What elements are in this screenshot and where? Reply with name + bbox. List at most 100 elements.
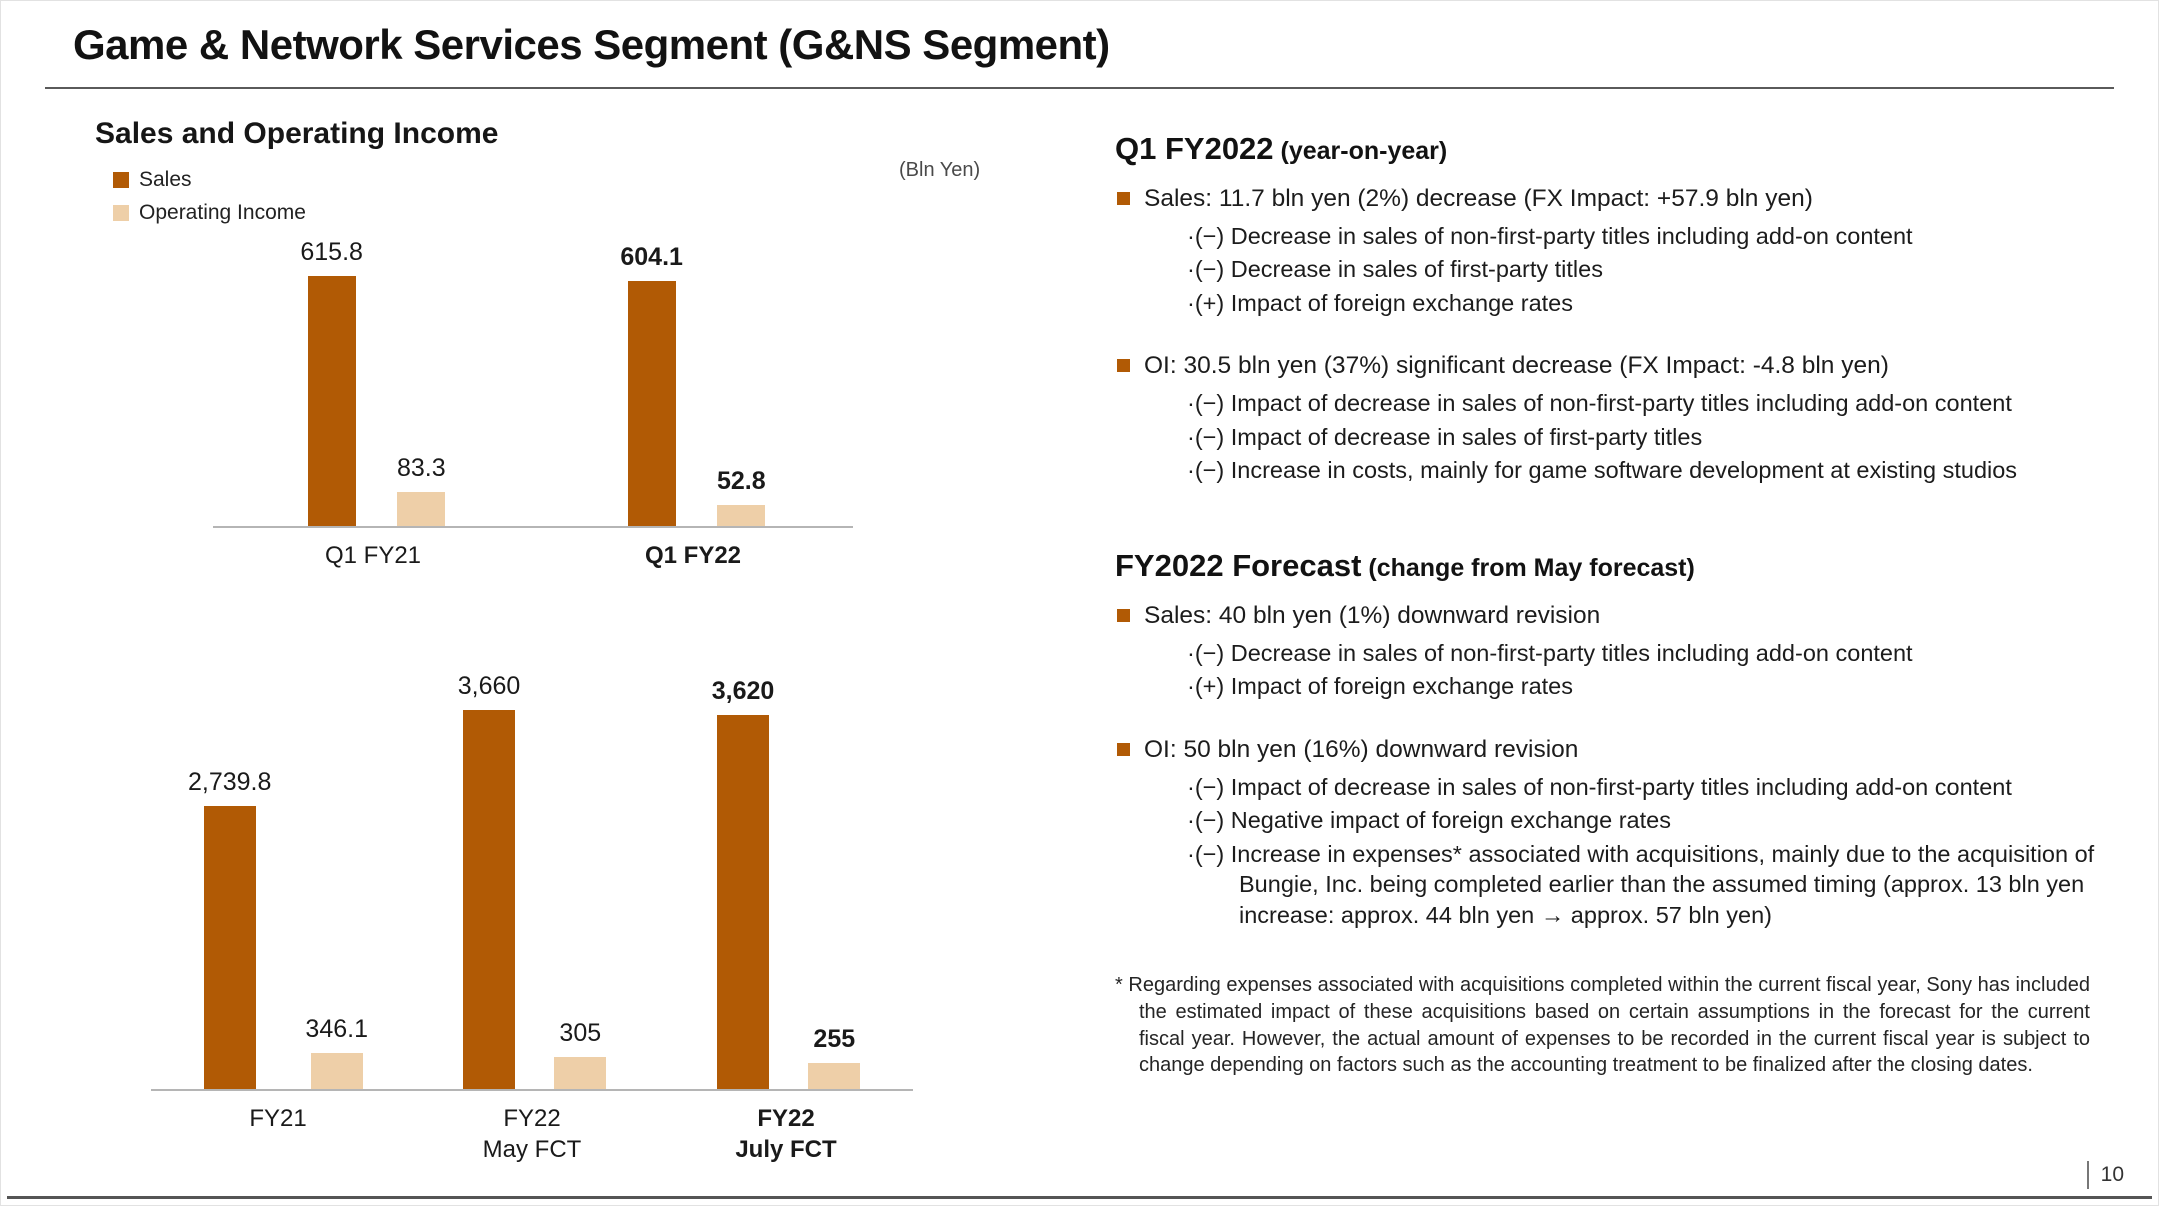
bar-sales [463, 710, 515, 1089]
bar-group: 615.8 83.3 [213, 238, 533, 526]
bar-operating-income [717, 505, 766, 526]
bar-with-label: 255 [808, 1025, 861, 1089]
sub-bullet: ·(−) Impact of decrease in sales of non-… [1187, 390, 2012, 417]
bullet-item: Sales: 40 bln yen (1%) downward revision [1115, 600, 2107, 632]
bar-value-label: 2,739.8 [188, 768, 272, 796]
annual-bar-chart: 2,739.8 346.1 3,660 305 3,620 255 FY21 FY22 Ma… [151, 636, 913, 1165]
bar-value-label: 346.1 [305, 1015, 368, 1043]
bar-value-label: 615.8 [300, 238, 363, 266]
category-label: Q1 FY22 [644, 542, 742, 569]
bar-with-label: 83.3 [397, 454, 446, 526]
section-title: FY2022 Forecast (change from May forecas… [1115, 548, 2107, 584]
section-title-text: FY2022 Forecast [1115, 547, 1362, 583]
bar-with-label: 346.1 [305, 1015, 368, 1089]
bar-operating-income [397, 492, 446, 526]
bullet-group: OI: 50 bln yen (16%) downward revision ·(… [1115, 734, 2107, 931]
operating-income-swatch-icon [113, 205, 129, 221]
bullet-square-icon [1117, 608, 1130, 622]
section-title: Q1 FY2022 (year-on-year) [1115, 131, 2107, 167]
bullet-text: OI: 30.5 bln yen (37%) significant decre… [1144, 352, 1889, 380]
analysis-sections: Q1 FY2022 (year-on-year) Sales: 11.7 bln … [1115, 131, 2107, 930]
category-label: FY21 [249, 1105, 307, 1132]
bar-value-label: 255 [813, 1025, 856, 1053]
bullet-group: Sales: 40 bln yen (1%) downward revision… [1115, 600, 2107, 702]
sub-bullet: ·(−) Decrease in sales of first-party ti… [1187, 256, 1603, 283]
chart-section-title: Sales and Operating Income [95, 117, 499, 150]
bar-with-label: 52.8 [717, 467, 766, 526]
bar-group: 3,660 305 [405, 672, 659, 1089]
bar-with-label: 615.8 [300, 238, 363, 526]
title-rule [45, 87, 2114, 89]
bar-with-label: 3,660 [457, 672, 521, 1089]
sub-bullet: ·(+) Impact of foreign exchange rates [1187, 289, 1573, 316]
section-title-text: Q1 FY2022 [1115, 131, 1274, 166]
section-title-suffix: (year-on-year) [1273, 137, 1448, 165]
page-footer: 10 [2086, 1161, 2124, 1189]
sub-bullet: ·(+) Impact of foreign exchange rates [1187, 673, 1573, 700]
bar-sales [203, 806, 256, 1089]
bullet-item: OI: 50 bln yen (16%) downward revision [1115, 734, 2107, 766]
bar-operating-income [554, 1057, 607, 1089]
bar-operating-income [808, 1063, 861, 1089]
sub-bullet: ·(−) Increase in costs, mainly for game … [1187, 457, 2018, 484]
sub-bullet: ·(−) Increase in expenses* associated wi… [1187, 840, 2095, 928]
legend-item-sales: Sales [113, 168, 306, 192]
bar-group: 3,620 255 [659, 677, 913, 1089]
unit-label: (Bln Yen) [899, 159, 981, 181]
bar-value-label: 305 [559, 1019, 602, 1047]
page-number-divider [2086, 1161, 2089, 1189]
chart-legend: Sales Operating Income [113, 168, 306, 225]
chart-plot: 615.8 83.3 604.1 52.8 [213, 226, 853, 528]
bullet-group: OI: 30.5 bln yen (37%) significant decre… [1115, 350, 2107, 485]
page-number: 10 [2100, 1163, 2124, 1186]
bar-group: 604.1 52.8 [533, 243, 853, 526]
section-title-suffix: (change from May forecast) [1361, 553, 1695, 582]
bottom-rule [7, 1196, 2152, 1199]
bar-value-label: 604.1 [620, 243, 683, 271]
sub-bullet: ·(−) Negative impact of foreign exchange… [1187, 807, 1671, 834]
bullet-square-icon [1117, 192, 1130, 205]
right-panel: Q1 FY2022 (year-on-year) Sales: 11.7 bln … [1115, 131, 2107, 1079]
bar-sales [717, 715, 769, 1089]
bar-group: 2,739.8 346.1 [151, 768, 405, 1089]
chart-plot: 2,739.8 346.1 3,660 305 3,620 255 [151, 636, 913, 1091]
category-label: FY22 July FCT [735, 1105, 837, 1164]
bar-value-label: 83.3 [396, 454, 446, 482]
analysis-section: Q1 FY2022 (year-on-year) Sales: 11.7 bln … [1115, 131, 2107, 486]
analysis-section: FY2022 Forecast (change from May forecas… [1115, 548, 2107, 931]
footnote: * Regarding expenses associated with acq… [1115, 974, 2090, 1077]
legend-label-sales: Sales [139, 168, 192, 191]
bar-with-label: 604.1 [620, 243, 683, 526]
bar-sales [627, 281, 676, 526]
category-label: Q1 FY21 [324, 542, 422, 569]
bar-with-label: 2,739.8 [188, 768, 271, 1089]
bullet-text: OI: 50 bln yen (16%) downward revision [1144, 735, 1579, 763]
bullet-item: Sales: 11.7 bln yen (2%) decrease (FX Im… [1115, 183, 2107, 215]
sub-bullet: ·(−) Decrease in sales of non-first-part… [1187, 222, 1913, 249]
category-label: FY22 May FCT [482, 1105, 582, 1164]
bullet-group: Sales: 11.7 bln yen (2%) decrease (FX Im… [1115, 183, 2107, 318]
chart-categories: Q1 FY21 Q1 FY22 [213, 540, 853, 571]
bullet-item: OI: 30.5 bln yen (37%) significant decre… [1115, 350, 2107, 382]
sub-bullet: ·(−) Impact of decrease in sales of non-… [1187, 773, 2012, 800]
bullet-square-icon [1117, 359, 1130, 373]
bullet-square-icon [1117, 742, 1130, 756]
bar-value-label: 52.8 [716, 467, 766, 495]
bar-sales [307, 276, 356, 526]
sub-bullet: ·(−) Decrease in sales of non-first-part… [1187, 639, 1913, 666]
slide-title: Game & Network Services Segment (G&NS Se… [73, 21, 1110, 68]
quarterly-bar-chart: 615.8 83.3 604.1 52.8 Q1 FY21 Q1 FY22 [213, 226, 853, 571]
bar-operating-income [310, 1053, 363, 1089]
bullet-text: Sales: 11.7 bln yen (2%) decrease (FX Im… [1144, 185, 1813, 212]
bar-value-label: 3,660 [457, 672, 521, 700]
bullet-text: Sales: 40 bln yen (1%) downward revision [1144, 601, 1601, 629]
legend-label-operating-income: Operating Income [139, 201, 306, 224]
legend-item-operating-income: Operating Income [113, 201, 306, 225]
bar-with-label: 305 [554, 1019, 607, 1089]
chart-categories: FY21 FY22 May FCT FY22 July FCT [151, 1103, 913, 1165]
bar-value-label: 3,620 [711, 677, 775, 705]
bar-with-label: 3,620 [711, 677, 775, 1089]
sub-bullet: ·(−) Impact of decrease in sales of firs… [1187, 423, 1703, 450]
sales-swatch-icon [113, 172, 129, 188]
